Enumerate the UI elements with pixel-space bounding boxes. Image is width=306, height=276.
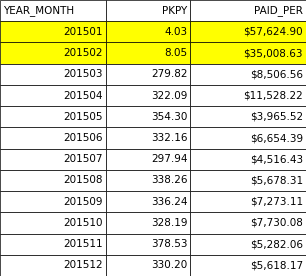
Bar: [0, 170, 106, 191]
Text: 330.20: 330.20: [151, 260, 187, 270]
Text: 201506: 201506: [64, 133, 103, 143]
Bar: [190, 128, 306, 148]
Text: $6,654.39: $6,654.39: [250, 133, 303, 143]
Text: 201504: 201504: [64, 91, 103, 100]
Text: $57,624.90: $57,624.90: [243, 27, 303, 37]
Text: 201502: 201502: [64, 48, 103, 58]
Bar: [0, 0, 106, 21]
Bar: [106, 85, 190, 106]
Bar: [190, 170, 306, 191]
Bar: [190, 43, 306, 64]
Bar: [0, 85, 106, 106]
Text: 332.16: 332.16: [151, 133, 187, 143]
Text: $4,516.43: $4,516.43: [250, 154, 303, 164]
Bar: [190, 0, 306, 21]
Text: $35,008.63: $35,008.63: [244, 48, 303, 58]
Bar: [0, 43, 106, 64]
Text: $11,528.22: $11,528.22: [243, 91, 303, 100]
Bar: [106, 64, 190, 85]
Text: 201508: 201508: [64, 176, 103, 185]
Bar: [190, 106, 306, 128]
Text: 297.94: 297.94: [151, 154, 187, 164]
Bar: [190, 191, 306, 212]
Text: 201510: 201510: [64, 218, 103, 228]
Bar: [106, 170, 190, 191]
Text: $3,965.52: $3,965.52: [250, 112, 303, 122]
Bar: [0, 64, 106, 85]
Text: 336.24: 336.24: [151, 197, 187, 207]
Bar: [0, 106, 106, 128]
Text: 328.19: 328.19: [151, 218, 187, 228]
Text: 354.30: 354.30: [151, 112, 187, 122]
Bar: [190, 255, 306, 276]
Text: 322.09: 322.09: [151, 91, 187, 100]
Text: YEAR_MONTH: YEAR_MONTH: [3, 5, 74, 16]
Text: $5,678.31: $5,678.31: [250, 176, 303, 185]
Text: $7,730.08: $7,730.08: [250, 218, 303, 228]
Text: $5,618.17: $5,618.17: [250, 260, 303, 270]
Bar: [106, 191, 190, 212]
Text: $7,273.11: $7,273.11: [250, 197, 303, 207]
Bar: [0, 191, 106, 212]
Bar: [190, 64, 306, 85]
Text: 279.82: 279.82: [151, 69, 187, 79]
Bar: [106, 106, 190, 128]
Bar: [190, 212, 306, 233]
Bar: [106, 233, 190, 255]
Bar: [106, 212, 190, 233]
Bar: [0, 128, 106, 148]
Bar: [190, 85, 306, 106]
Bar: [0, 21, 106, 43]
Bar: [106, 255, 190, 276]
Bar: [190, 21, 306, 43]
Bar: [0, 148, 106, 170]
Text: 201501: 201501: [64, 27, 103, 37]
Text: 8.05: 8.05: [164, 48, 187, 58]
Bar: [0, 212, 106, 233]
Bar: [190, 233, 306, 255]
Text: $8,506.56: $8,506.56: [250, 69, 303, 79]
Text: PKPY: PKPY: [162, 6, 187, 16]
Bar: [106, 0, 190, 21]
Text: 201505: 201505: [64, 112, 103, 122]
Text: 201509: 201509: [64, 197, 103, 207]
Bar: [0, 255, 106, 276]
Text: 201507: 201507: [64, 154, 103, 164]
Bar: [190, 148, 306, 170]
Text: 201512: 201512: [63, 260, 103, 270]
Bar: [106, 43, 190, 64]
Text: $5,282.06: $5,282.06: [250, 239, 303, 249]
Text: PAID_PER: PAID_PER: [254, 5, 303, 16]
Bar: [106, 21, 190, 43]
Bar: [106, 128, 190, 148]
Bar: [106, 148, 190, 170]
Text: 4.03: 4.03: [164, 27, 187, 37]
Text: 201503: 201503: [64, 69, 103, 79]
Bar: [0, 233, 106, 255]
Text: 201511: 201511: [63, 239, 103, 249]
Text: 338.26: 338.26: [151, 176, 187, 185]
Text: 378.53: 378.53: [151, 239, 187, 249]
